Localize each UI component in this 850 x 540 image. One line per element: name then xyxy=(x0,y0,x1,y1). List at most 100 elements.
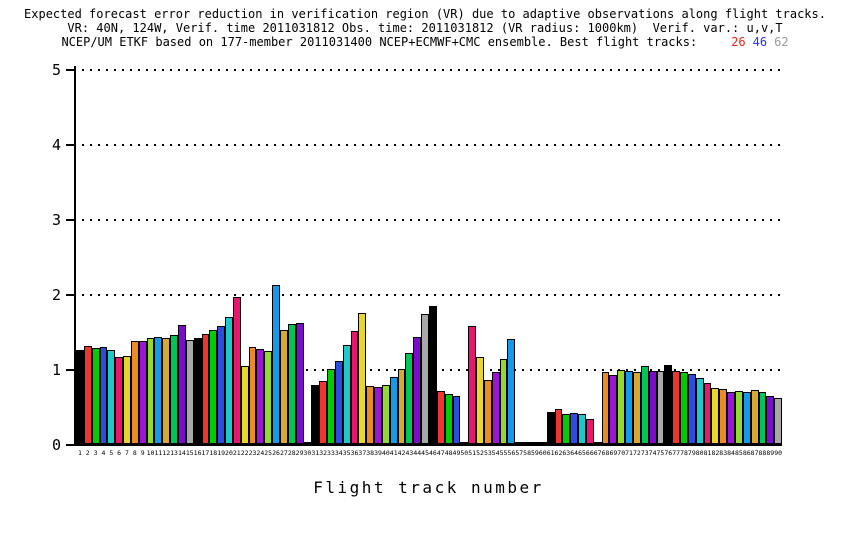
bar-track-60 xyxy=(538,441,547,444)
bar-track-36 xyxy=(350,330,359,444)
x-tick-label-6: 6 xyxy=(117,449,122,457)
y-tick-0 xyxy=(66,444,74,446)
x-tick-label-73: 73 xyxy=(640,449,649,457)
x-tick-label-61: 61 xyxy=(546,449,555,457)
x-tick-label-87: 87 xyxy=(750,449,759,457)
bar-track-15 xyxy=(185,339,194,444)
x-tick-label-33: 33 xyxy=(327,449,335,457)
x-tick-label-25: 25 xyxy=(264,449,273,457)
y-tick-label-0: 0 xyxy=(51,436,61,454)
bar-track-52 xyxy=(476,357,484,444)
x-tick-label-42: 42 xyxy=(397,449,406,457)
x-tick-label-21: 21 xyxy=(232,449,241,457)
gridline-3 xyxy=(82,219,782,221)
bar-track-20 xyxy=(225,316,233,444)
bar-track-74 xyxy=(648,371,657,444)
x-tick-label-2: 2 xyxy=(85,449,90,457)
bar-track-7 xyxy=(123,355,131,444)
bar-track-16 xyxy=(193,337,202,444)
bar-track-2 xyxy=(83,345,92,444)
bar-track-19 xyxy=(217,325,226,444)
x-tick-label-12: 12 xyxy=(162,449,171,457)
bar-track-56 xyxy=(507,339,516,444)
x-tick-label-62: 62 xyxy=(554,449,563,457)
x-tick-label-63: 63 xyxy=(562,449,571,457)
x-tick-label-5: 5 xyxy=(109,449,114,457)
y-tick-3 xyxy=(66,219,74,221)
x-tick-label-84: 84 xyxy=(727,449,735,457)
x-tick-label-26: 26 xyxy=(272,449,280,457)
x-tick-label-50: 50 xyxy=(460,449,469,457)
bar-track-78 xyxy=(680,372,688,444)
bar-track-27 xyxy=(279,330,288,444)
x-tick-label-51: 51 xyxy=(468,449,477,457)
gridline-2 xyxy=(82,294,782,296)
x-tick-label-19: 19 xyxy=(217,449,226,457)
y-tick-label-4: 4 xyxy=(51,136,61,154)
x-tick-label-4: 4 xyxy=(101,449,106,457)
x-tick-label-29: 29 xyxy=(295,449,304,457)
bar-track-65 xyxy=(578,414,586,444)
bar-track-30 xyxy=(303,442,312,444)
bar-track-46 xyxy=(429,306,437,444)
x-tick-label-64: 64 xyxy=(570,449,579,457)
chart-title-line1: Expected forecast error reduction in ver… xyxy=(24,7,826,21)
bar-track-90 xyxy=(774,398,783,444)
x-tick-label-40: 40 xyxy=(381,449,390,457)
bar-track-58 xyxy=(523,441,531,444)
bar-track-64 xyxy=(570,413,579,444)
bar-track-17 xyxy=(201,333,210,444)
bar-track-12 xyxy=(162,337,171,444)
x-tick-label-77: 77 xyxy=(672,449,681,457)
bar-track-85 xyxy=(734,390,743,444)
x-tick-label-65: 65 xyxy=(578,449,586,457)
bar-track-79 xyxy=(687,374,696,444)
bar-track-18 xyxy=(209,330,218,444)
y-tick-1 xyxy=(66,369,74,371)
bar-track-55 xyxy=(499,359,508,444)
x-tick-label-43: 43 xyxy=(405,449,414,457)
bar-track-40 xyxy=(381,384,390,444)
x-tick-label-32: 32 xyxy=(319,449,328,457)
bar-track-33 xyxy=(327,369,335,444)
bar-track-69 xyxy=(609,375,618,444)
x-tick-label-7: 7 xyxy=(125,449,129,457)
bar-track-37 xyxy=(358,312,367,444)
x-tick-label-35: 35 xyxy=(342,449,351,457)
x-tick-label-78: 78 xyxy=(680,449,688,457)
x-tick-label-15: 15 xyxy=(185,449,194,457)
x-tick-label-69: 69 xyxy=(609,449,618,457)
x-tick-label-10: 10 xyxy=(146,449,155,457)
x-tick-label-88: 88 xyxy=(758,449,767,457)
bar-track-25 xyxy=(264,351,273,444)
bar-track-10 xyxy=(146,338,155,444)
bar-track-41 xyxy=(389,376,398,444)
bar-track-62 xyxy=(554,408,563,444)
x-tick-label-45: 45 xyxy=(421,449,429,457)
bar-track-71 xyxy=(625,371,633,444)
y-tick-2 xyxy=(66,294,74,296)
x-tick-label-20: 20 xyxy=(225,449,233,457)
x-tick-label-47: 47 xyxy=(436,449,445,457)
bar-track-89 xyxy=(766,396,775,444)
x-tick-label-79: 79 xyxy=(687,449,696,457)
bar-track-63 xyxy=(562,414,571,444)
bar-track-11 xyxy=(154,336,163,444)
x-tick-label-52: 52 xyxy=(476,449,484,457)
bar-track-47 xyxy=(436,390,445,444)
x-tick-label-90: 90 xyxy=(774,449,783,457)
bar-track-50 xyxy=(460,442,469,444)
x-tick-label-67: 67 xyxy=(593,449,602,457)
bar-track-80 xyxy=(695,378,704,444)
x-tick-label-81: 81 xyxy=(703,449,712,457)
y-tick-label-5: 5 xyxy=(51,61,61,79)
bar-track-21 xyxy=(232,297,241,444)
bar-track-23 xyxy=(248,346,257,444)
x-tick-label-46: 46 xyxy=(429,449,437,457)
y-axis-line xyxy=(74,66,76,446)
x-tick-label-34: 34 xyxy=(334,449,343,457)
x-tick-label-41: 41 xyxy=(389,449,398,457)
bar-track-70 xyxy=(617,369,626,444)
x-tick-label-68: 68 xyxy=(601,449,610,457)
x-tick-label-55: 55 xyxy=(499,449,508,457)
